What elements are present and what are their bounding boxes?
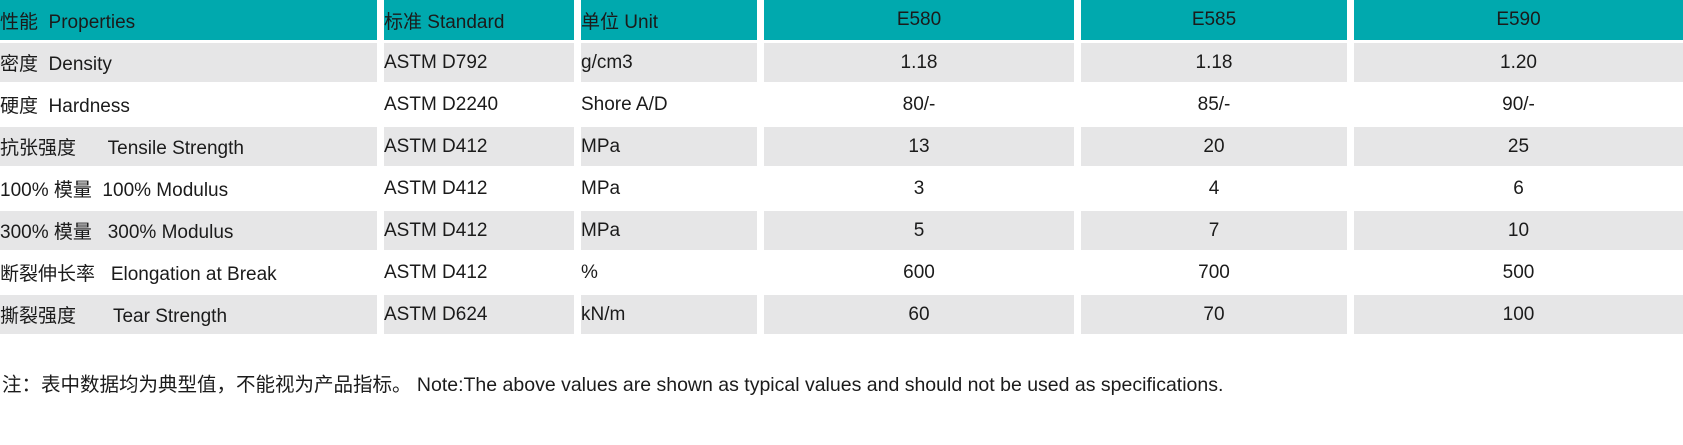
cell-e590: 100: [1347, 295, 1683, 337]
table-row-tear-strength: 撕裂强度 Tear Strength ASTM D624 kN/m 60 70 …: [0, 295, 1683, 337]
cell-e585: 70: [1074, 295, 1347, 337]
cell-e590: 25: [1347, 127, 1683, 169]
cell-standard: ASTM D412: [377, 127, 574, 169]
cell-standard: ASTM D412: [377, 211, 574, 253]
footnote: 注：表中数据均为典型值，不能视为产品指标。 Note:The above val…: [2, 374, 1224, 396]
cell-e580: 80/-: [757, 85, 1074, 127]
cell-property: 抗张强度 Tensile Strength: [0, 127, 377, 169]
properties-table: 性能 Properties 标准 Standard 单位 Unit E580 E…: [0, 0, 1683, 337]
column-header-standard: 标准 Standard: [377, 0, 574, 43]
cell-e580: 3: [757, 169, 1074, 211]
cell-standard: ASTM D412: [377, 169, 574, 211]
column-header-unit: 单位 Unit: [574, 0, 757, 43]
cell-property: 撕裂强度 Tear Strength: [0, 295, 377, 337]
cell-property: 100% 模量 100% Modulus: [0, 169, 377, 211]
cell-standard: ASTM D2240: [377, 85, 574, 127]
cell-unit: g/cm3: [574, 43, 757, 85]
table-row-tensile-strength: 抗张强度 Tensile Strength ASTM D412 MPa 13 2…: [0, 127, 1683, 169]
cell-unit: Shore A/D: [574, 85, 757, 127]
cell-standard: ASTM D624: [377, 295, 574, 337]
cell-e580: 600: [757, 253, 1074, 295]
table-row-hardness: 硬度 Hardness ASTM D2240 Shore A/D 80/- 85…: [0, 85, 1683, 127]
cell-property: 断裂伸长率 Elongation at Break: [0, 253, 377, 295]
column-header-e580: E580: [757, 0, 1074, 43]
cell-property: 密度 Density: [0, 43, 377, 85]
cell-unit: MPa: [574, 211, 757, 253]
cell-e590: 1.20: [1347, 43, 1683, 85]
cell-e580: 13: [757, 127, 1074, 169]
cell-e590: 90/-: [1347, 85, 1683, 127]
column-header-properties: 性能 Properties: [0, 0, 377, 43]
table-row-100-modulus: 100% 模量 100% Modulus ASTM D412 MPa 3 4 6: [0, 169, 1683, 211]
cell-unit: kN/m: [574, 295, 757, 337]
cell-unit: MPa: [574, 127, 757, 169]
cell-property: 硬度 Hardness: [0, 85, 377, 127]
cell-e585: 85/-: [1074, 85, 1347, 127]
table-row-elongation: 断裂伸长率 Elongation at Break ASTM D412 % 60…: [0, 253, 1683, 295]
cell-e590: 6: [1347, 169, 1683, 211]
column-header-e585: E585: [1074, 0, 1347, 43]
cell-unit: %: [574, 253, 757, 295]
table-row-300-modulus: 300% 模量 300% Modulus ASTM D412 MPa 5 7 1…: [0, 211, 1683, 253]
table-header-row: 性能 Properties 标准 Standard 单位 Unit E580 E…: [0, 0, 1683, 43]
cell-e590: 10: [1347, 211, 1683, 253]
cell-property: 300% 模量 300% Modulus: [0, 211, 377, 253]
cell-standard: ASTM D792: [377, 43, 574, 85]
table-row-density: 密度 Density ASTM D792 g/cm3 1.18 1.18 1.2…: [0, 43, 1683, 85]
cell-e585: 20: [1074, 127, 1347, 169]
cell-e590: 500: [1347, 253, 1683, 295]
cell-e585: 7: [1074, 211, 1347, 253]
cell-standard: ASTM D412: [377, 253, 574, 295]
cell-e580: 5: [757, 211, 1074, 253]
cell-e585: 700: [1074, 253, 1347, 295]
cell-e580: 1.18: [757, 43, 1074, 85]
cell-e580: 60: [757, 295, 1074, 337]
cell-unit: MPa: [574, 169, 757, 211]
column-header-e590: E590: [1347, 0, 1683, 43]
cell-e585: 4: [1074, 169, 1347, 211]
cell-e585: 1.18: [1074, 43, 1347, 85]
